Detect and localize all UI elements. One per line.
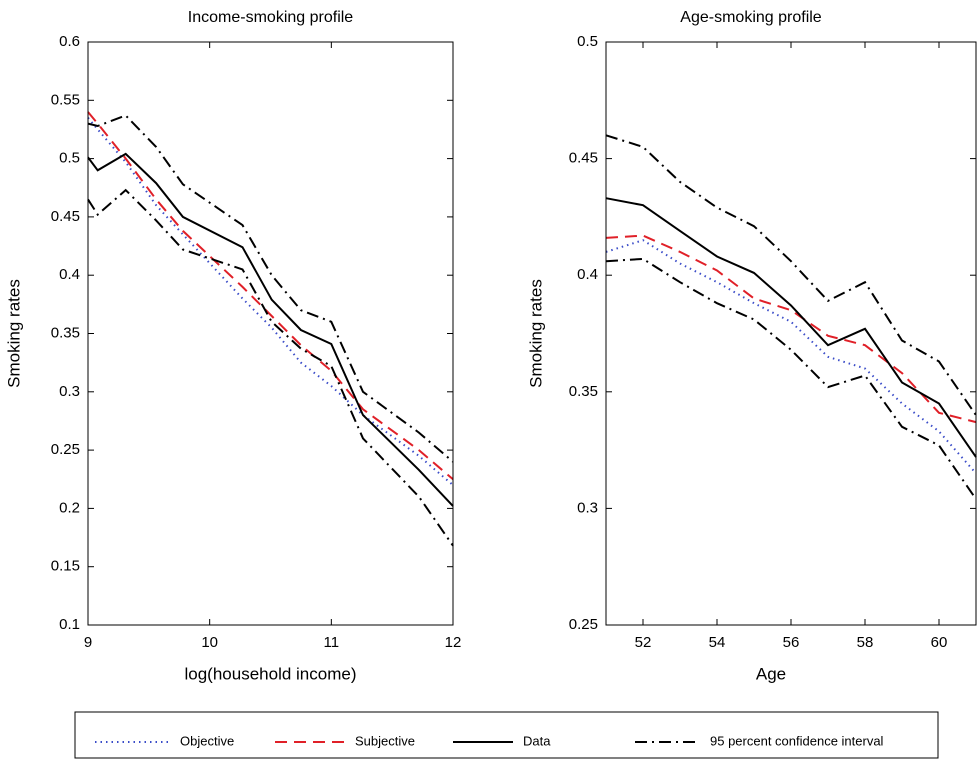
y-tick-label: 0.55	[51, 91, 80, 108]
x-tick-label: 60	[931, 634, 948, 651]
legend-label: 95 percent confidence interval	[710, 733, 884, 748]
y-tick-label: 0.3	[577, 499, 598, 516]
x-axis-label: log(household income)	[185, 664, 357, 683]
plot-area	[605, 134, 977, 500]
x-tick-label: 56	[783, 634, 800, 651]
series-line	[87, 111, 454, 481]
y-tick-label: 0.35	[51, 324, 80, 341]
x-axis-label: Age	[756, 664, 786, 683]
series-line	[605, 239, 977, 475]
axes-box	[605, 41, 977, 626]
x-tick-label: 52	[635, 634, 652, 651]
series-line	[605, 234, 977, 424]
x-tick-label: 9	[84, 634, 92, 651]
legend-label: Objective	[180, 733, 234, 748]
series-line	[87, 152, 454, 507]
plot-area	[87, 111, 454, 547]
x-tick-label: 12	[445, 634, 462, 651]
y-axis-label: Smoking rates	[526, 279, 545, 388]
y-tick-label: 0.5	[577, 33, 598, 50]
series-line	[87, 117, 454, 486]
axes-box	[87, 41, 454, 626]
y-tick-label: 0.4	[59, 266, 80, 283]
legend-label: Subjective	[355, 733, 415, 748]
y-tick-label: 0.45	[569, 150, 598, 167]
y-tick-label: 0.5	[59, 150, 80, 167]
series-line	[605, 257, 977, 500]
chart-title: Income-smoking profile	[188, 9, 354, 26]
y-tick-label: 0.25	[569, 616, 598, 633]
legend-box	[74, 711, 939, 759]
x-tick-label: 58	[857, 634, 874, 651]
x-tick-label: 11	[324, 634, 340, 651]
y-axis-label: Smoking rates	[4, 279, 23, 388]
y-tick-label: 0.2	[59, 499, 80, 516]
series-line	[87, 114, 454, 463]
legend-label: Data	[523, 733, 551, 748]
x-tick-label: 10	[201, 634, 218, 651]
series-line	[605, 134, 977, 416]
y-tick-label: 0.4	[577, 266, 598, 283]
x-tick-label: 54	[709, 634, 726, 651]
series-line	[87, 188, 454, 547]
y-tick-label: 0.6	[59, 33, 80, 50]
y-tick-label: 0.25	[51, 441, 80, 458]
y-tick-label: 0.35	[569, 383, 598, 400]
y-tick-label: 0.15	[51, 558, 80, 575]
y-tick-label: 0.3	[59, 383, 80, 400]
chart-title: Age-smoking profile	[680, 9, 822, 26]
y-tick-label: 0.1	[59, 616, 80, 633]
series-line	[605, 197, 977, 458]
y-tick-label: 0.45	[51, 208, 80, 225]
